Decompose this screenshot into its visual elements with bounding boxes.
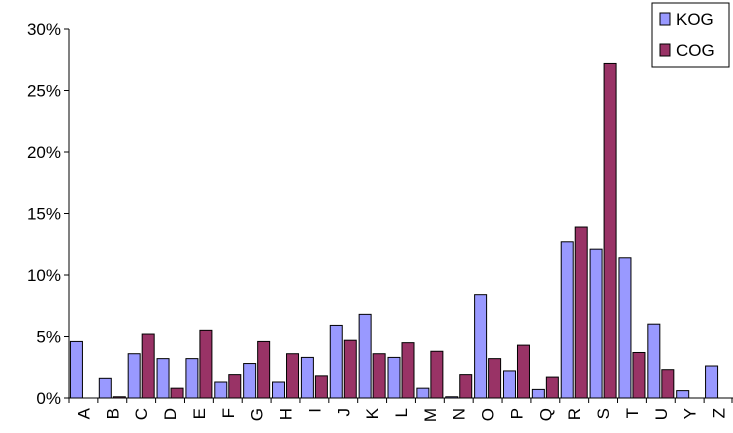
y-tick-label: 0% <box>36 389 61 408</box>
bar-kog-u <box>647 323 661 399</box>
bar-kog-c <box>127 353 141 399</box>
bar-cog-j <box>343 339 357 399</box>
bar-kog-m <box>416 387 430 399</box>
x-tick-label: A <box>74 407 93 419</box>
bar-kog-h <box>272 381 286 399</box>
x-tick-label: J <box>334 408 353 417</box>
bar-kog-p <box>502 370 516 399</box>
bar-cog-u <box>661 369 675 399</box>
y-tick-label: 20% <box>27 143 61 162</box>
bar-kog-l <box>387 356 401 399</box>
axes: 0% 5% 10% 15% 20% 25% 30% A B C D E F G H I J K L M N O P Q R S T U… <box>27 20 733 422</box>
bar-cog-c <box>141 333 155 399</box>
bar-kog-z <box>705 365 719 399</box>
bar-cog-f <box>228 374 242 399</box>
x-tick-label: E <box>190 408 209 419</box>
bar-kog-a <box>69 340 83 399</box>
bar-cog-n <box>459 374 473 399</box>
bar-cog-e <box>199 329 213 399</box>
x-tick-label: O <box>479 408 498 421</box>
bar-kog-s <box>589 248 603 399</box>
bar-cog-p <box>516 344 530 399</box>
x-tick-label: T <box>623 408 642 418</box>
bar-kog-o <box>474 294 488 399</box>
bar-cog-q <box>545 376 559 399</box>
bar-cog-g <box>257 340 271 399</box>
bar-cog-m <box>430 350 444 399</box>
bar-kog-f <box>214 381 228 399</box>
x-tick-label: F <box>219 408 238 418</box>
bar-kog-i <box>300 356 314 399</box>
bar-kog-y <box>676 390 690 399</box>
x-tick-label: P <box>507 408 526 419</box>
bar-kog-g <box>243 363 257 399</box>
y-tick-label: 15% <box>27 205 61 224</box>
bar-kog-k <box>358 313 372 399</box>
bar-kog-t <box>618 257 632 399</box>
bar-cog-d <box>170 387 184 399</box>
bars <box>69 62 719 399</box>
bar-cog-t <box>632 351 646 399</box>
bar-kog-r <box>560 241 574 399</box>
bar-kog-b <box>98 377 112 399</box>
x-tick-label: H <box>277 408 296 420</box>
x-tick-label: Y <box>681 408 700 419</box>
x-tick-label: N <box>450 408 469 420</box>
bar-cog-i <box>314 375 328 399</box>
bar-cog-l <box>401 342 415 399</box>
y-tick-label: 10% <box>27 266 61 285</box>
bar-kog-n <box>445 396 459 399</box>
x-tick-label: C <box>132 408 151 420</box>
y-tick-label: 5% <box>36 328 61 347</box>
y-tick-label: 30% <box>27 20 61 39</box>
legend: KOG COG <box>651 2 730 68</box>
legend-label-kog: KOG <box>676 10 714 29</box>
bar-cog-r <box>574 226 588 399</box>
x-tick-label: U <box>652 408 671 420</box>
legend-swatch-cog <box>659 43 671 57</box>
bar-cog-o <box>488 358 502 399</box>
y-tick-label: 25% <box>27 82 61 101</box>
bar-kog-q <box>531 388 545 399</box>
bar-kog-d <box>156 358 170 399</box>
x-tick-label: D <box>161 408 180 420</box>
bar-cog-s <box>603 62 617 399</box>
x-tick-label: B <box>103 408 122 419</box>
x-tick-label: Z <box>710 408 729 418</box>
x-tick-label: K <box>363 407 382 419</box>
x-tick-label: L <box>392 408 411 417</box>
bar-kog-j <box>329 324 343 399</box>
x-tick-label: G <box>248 408 267 421</box>
legend-label-cog: COG <box>676 41 715 60</box>
bar-cog-b <box>112 396 126 399</box>
bar-cog-k <box>372 353 386 399</box>
x-tick-label: Q <box>536 408 555 421</box>
bar-cog-h <box>286 353 300 399</box>
x-tick-label: R <box>565 408 584 420</box>
x-tick-label: M <box>421 408 440 422</box>
x-tick-label: I <box>305 408 324 413</box>
x-tick-label: S <box>594 408 613 419</box>
legend-swatch-kog <box>659 12 671 26</box>
bar-kog-e <box>185 358 199 399</box>
